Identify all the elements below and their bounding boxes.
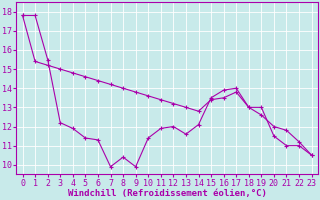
X-axis label: Windchill (Refroidissement éolien,°C): Windchill (Refroidissement éolien,°C) — [68, 189, 267, 198]
